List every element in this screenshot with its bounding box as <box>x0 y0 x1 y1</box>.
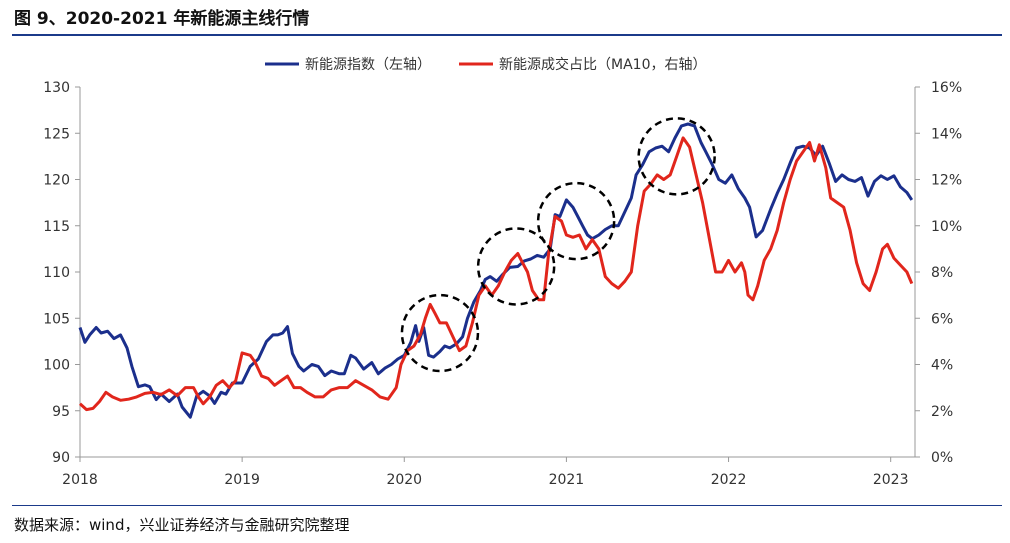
left-tick-label: 125 <box>43 126 70 142</box>
axes: 90 95 100 105 110 115 120 125 130 0% 2% 4% 6% 8% 10% 12… <box>43 80 962 488</box>
left-tick-label: 110 <box>43 265 70 281</box>
x-tick-label: 2020 <box>386 472 422 488</box>
right-tick-label: 12% <box>931 173 962 189</box>
legend: 新能源指数（左轴） 新能源成交占比（MA10，右轴） <box>265 56 706 73</box>
x-tick-label: 2018 <box>62 472 98 488</box>
x-tick-label: 2019 <box>224 472 260 488</box>
left-tick-label: 95 <box>52 404 70 420</box>
left-tick-label: 120 <box>43 173 70 189</box>
legend-label: 新能源成交占比（MA10，右轴） <box>499 56 706 73</box>
annotation-circles <box>400 117 716 373</box>
x-tick-label: 2022 <box>711 472 747 488</box>
source-rule <box>12 505 1002 506</box>
dashed-circle-annotation <box>476 227 556 306</box>
left-tick-label: 130 <box>43 80 70 96</box>
right-tick-label: 10% <box>931 219 962 235</box>
right-tick-label: 0% <box>931 450 953 466</box>
dashed-circle-annotation <box>400 293 480 373</box>
x-tick-label: 2023 <box>873 472 909 488</box>
right-tick-label: 6% <box>931 311 953 327</box>
left-tick-label: 115 <box>43 219 70 235</box>
legend-label: 新能源指数（左轴） <box>305 57 431 73</box>
right-tick-label: 14% <box>931 126 962 142</box>
right-tick-label: 2% <box>931 404 953 420</box>
series-line-trading-share <box>79 136 914 412</box>
figure-title: 图 9、2020-2021 年新能源主线行情 <box>14 9 310 29</box>
series-line-new-energy-index <box>78 122 914 419</box>
left-tick-label: 105 <box>43 311 70 327</box>
left-tick-label: 100 <box>43 358 70 374</box>
x-tick-label: 2021 <box>549 472 585 488</box>
title-rule <box>12 34 1002 36</box>
source-note: 数据来源：wind，兴业证券经济与金融研究院整理 <box>14 516 350 534</box>
right-tick-label: 16% <box>931 80 962 96</box>
dashed-circle-annotation <box>637 117 716 196</box>
left-tick-label: 90 <box>52 450 70 466</box>
dashed-circle-annotation <box>536 181 616 261</box>
right-tick-label: 4% <box>931 358 953 374</box>
right-tick-label: 8% <box>931 265 953 281</box>
series-layer <box>78 122 914 419</box>
